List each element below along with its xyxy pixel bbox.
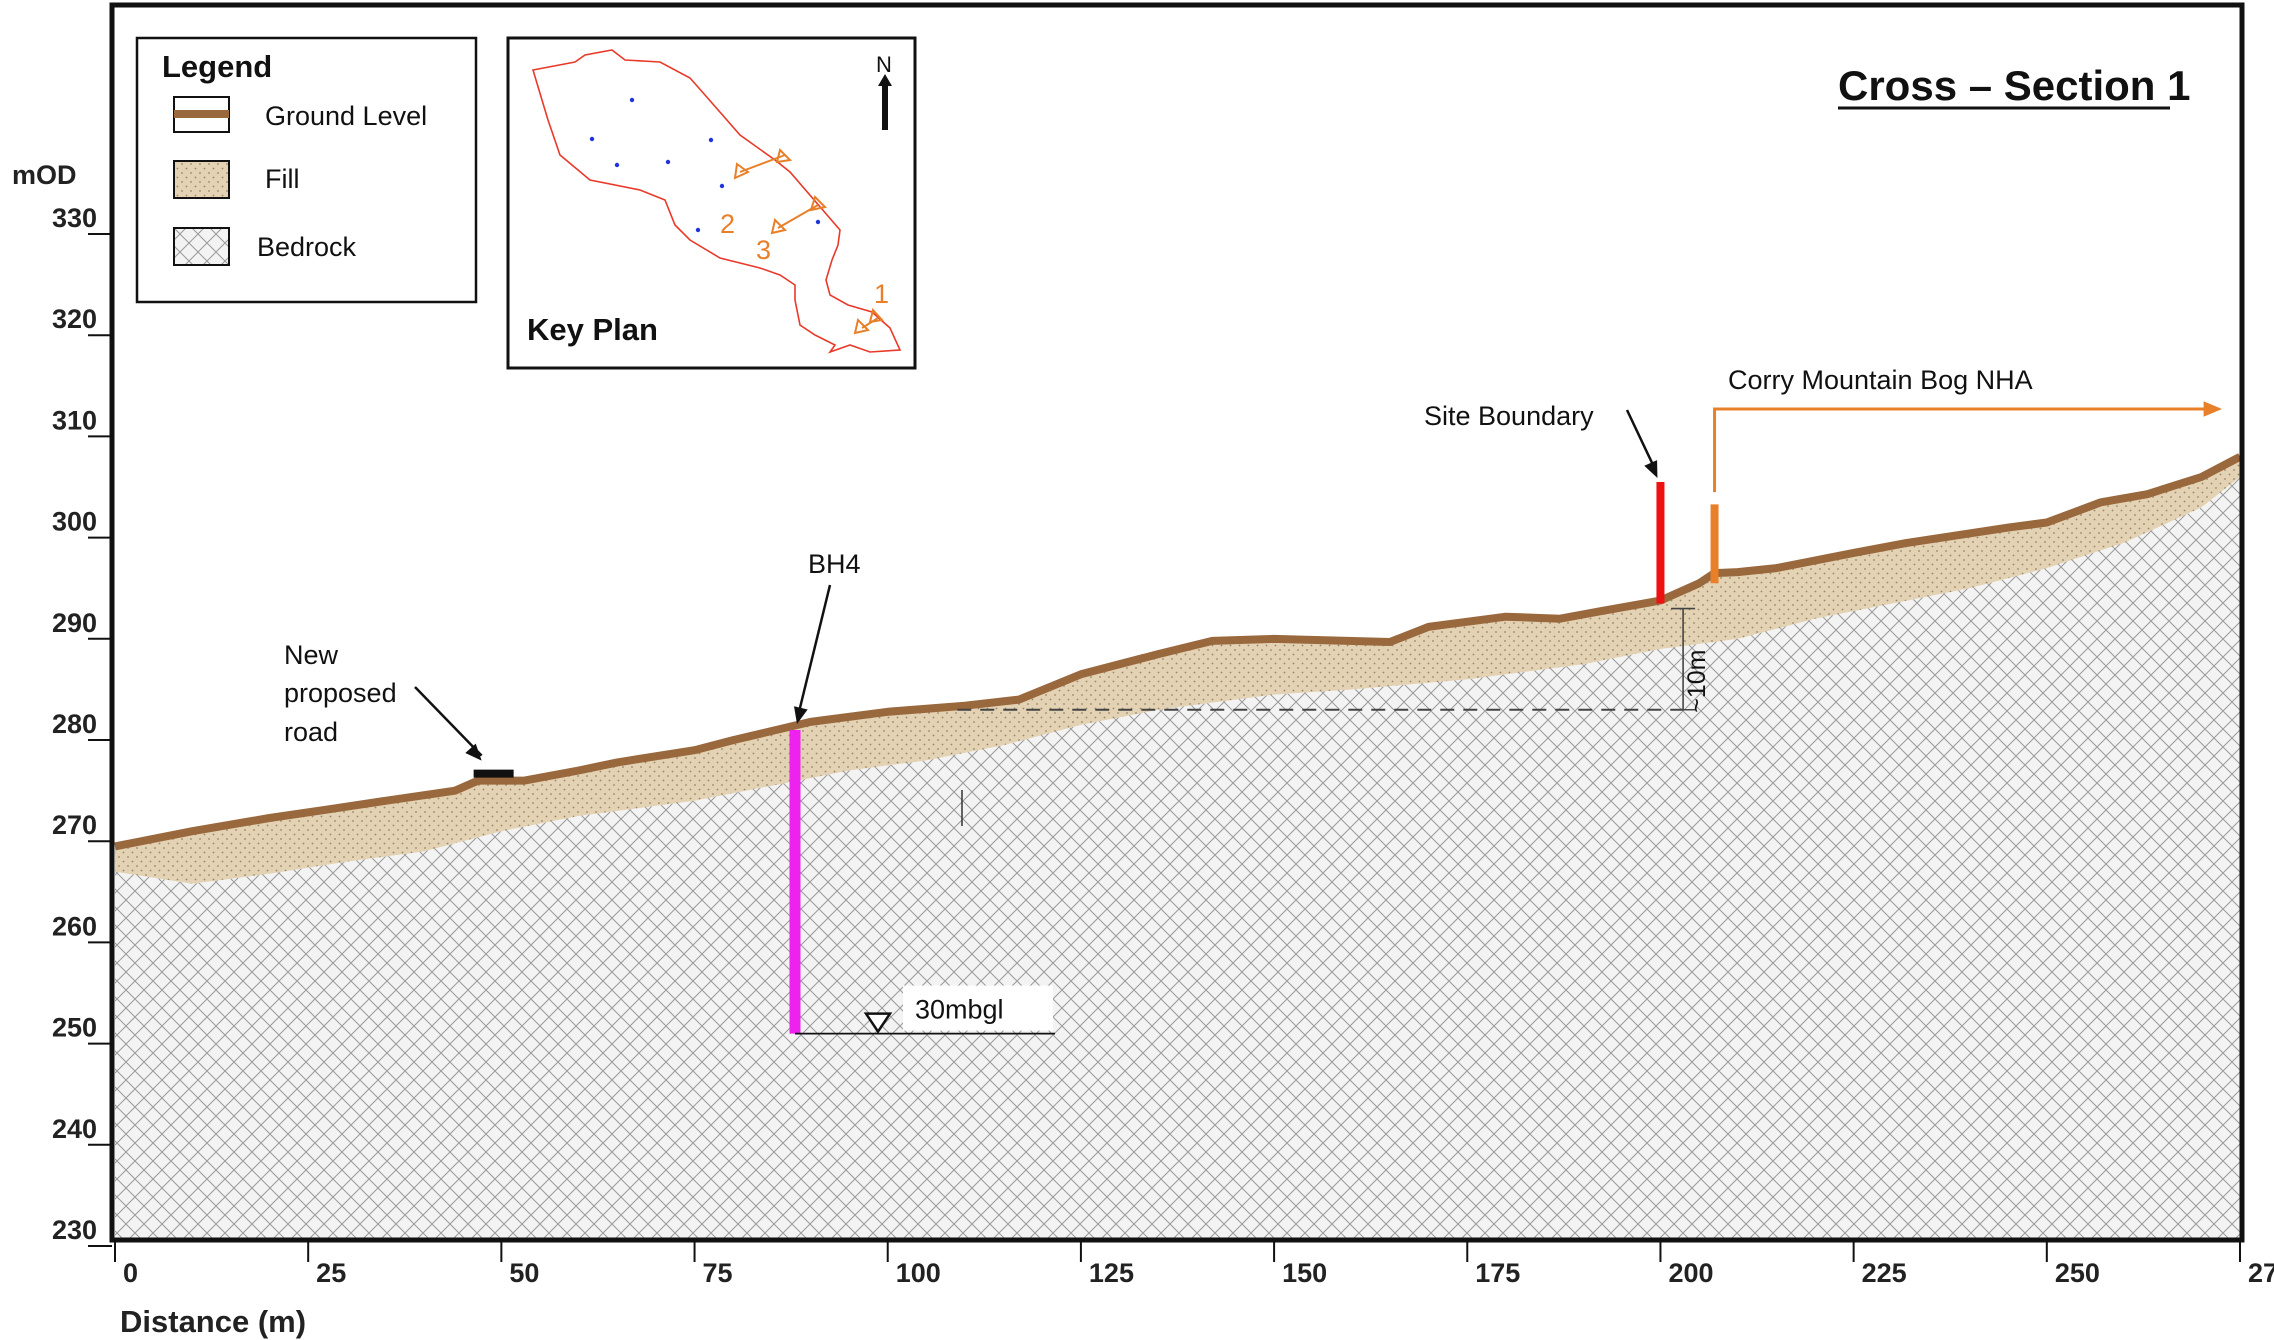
x-tick-label: 50 xyxy=(509,1258,539,1288)
borehole-label: BH4 xyxy=(808,549,861,579)
legend: Legend Ground Level Fill Bedrock xyxy=(135,36,478,304)
key-plan-title: Key Plan xyxy=(527,312,658,347)
legend-ground-label: Ground Level xyxy=(265,101,427,131)
y-tick-label: 270 xyxy=(52,810,97,840)
x-tick-label: 250 xyxy=(2055,1258,2100,1288)
legend-title: Legend xyxy=(162,49,272,84)
legend-bedrock-swatch xyxy=(173,227,230,266)
water-level-icon xyxy=(863,1012,893,1034)
y-tick-label: 240 xyxy=(52,1114,97,1144)
y-tick-label: 260 xyxy=(52,911,97,941)
borehole-pointer-head xyxy=(794,706,808,724)
diagram-title: Cross – Section 1 xyxy=(1838,62,2190,109)
fill-layer xyxy=(115,456,2240,884)
road-label-line-3: road xyxy=(284,717,338,747)
borehole-pointer xyxy=(796,584,832,717)
y-tick-label: 290 xyxy=(52,608,97,638)
site-boundary-pointer-head xyxy=(1644,460,1658,479)
x-axis: 0 25 50 75 100 125 150 175 200 225 250 275 xyxy=(114,1240,2274,1288)
section-label-2: 2 xyxy=(720,209,735,239)
y-tick-label: 250 xyxy=(52,1013,97,1043)
y-tick-label: 280 xyxy=(52,709,97,739)
road-label-line-1: New xyxy=(284,640,339,670)
x-tick-label: 75 xyxy=(703,1258,733,1288)
x-tick-label: 100 xyxy=(896,1258,941,1288)
site-boundary-outline xyxy=(531,49,902,354)
fill-depth-label: ~10m xyxy=(1683,650,1711,713)
y-tick-label: 300 xyxy=(52,507,97,537)
key-plan-box xyxy=(506,36,917,370)
y-tick-label: 230 xyxy=(52,1215,97,1245)
water-level-label: 30mbgl xyxy=(915,995,1004,1025)
site-boundary-label: Site Boundary xyxy=(1424,401,1594,431)
key-plan: 2 3 1 N Key Plan xyxy=(506,36,917,370)
road-pointer xyxy=(414,686,483,757)
nha-label: Corry Mountain Bog NHA xyxy=(1728,365,2033,395)
road-pointer-head xyxy=(465,743,482,761)
x-tick-label: 275 xyxy=(2248,1258,2274,1288)
section-label-3: 3 xyxy=(756,235,771,265)
legend-fill-label: Fill xyxy=(265,164,300,194)
y-tick-label: 320 xyxy=(52,304,97,334)
x-tick-label: 200 xyxy=(1668,1258,1713,1288)
annotations: New proposed road BH4 30mbgl ~10m Site B… xyxy=(284,365,2222,1035)
section-lines xyxy=(733,148,884,335)
north-label: N xyxy=(876,52,892,77)
x-tick-label: 225 xyxy=(1862,1258,1907,1288)
nha-arrow-head xyxy=(2203,401,2222,417)
road-label-line-2: proposed xyxy=(284,678,397,708)
site-boundary-pointer xyxy=(1625,409,1657,471)
y-axis: 330 320 310 300 290 280 270 260 250 240 230 xyxy=(52,203,112,1247)
plot-frame xyxy=(109,2,2245,1243)
x-tick-label: 150 xyxy=(1282,1258,1327,1288)
water-level-label-bg xyxy=(903,985,1053,1031)
y-axis-label: mOD xyxy=(12,160,77,190)
legend-fill-swatch xyxy=(173,160,230,199)
bedrock-layer xyxy=(115,477,2240,1238)
y-tick-label: 330 xyxy=(52,203,97,233)
nha-arrow xyxy=(1713,407,2205,493)
key-plan-dots xyxy=(589,97,821,233)
x-tick-label: 125 xyxy=(1089,1258,1134,1288)
x-axis-label: Distance (m) xyxy=(120,1304,306,1339)
x-tick-label: 0 xyxy=(123,1258,138,1288)
legend-bedrock-label: Bedrock xyxy=(257,232,357,262)
geology-layers xyxy=(114,453,2242,1238)
section-label-1: 1 xyxy=(874,279,889,309)
x-tick-label: 175 xyxy=(1475,1258,1520,1288)
north-arrow-head xyxy=(878,74,892,86)
ground-level-line xyxy=(114,453,2242,851)
y-tick-label: 310 xyxy=(52,405,97,435)
x-tick-label: 25 xyxy=(316,1258,346,1288)
